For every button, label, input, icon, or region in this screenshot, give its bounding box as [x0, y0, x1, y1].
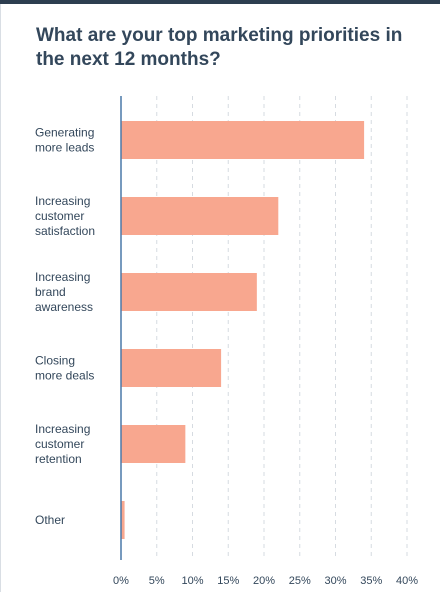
x-tick-label: 0%	[113, 575, 129, 587]
x-tick-label: 30%	[324, 575, 346, 587]
top-bar	[0, 0, 440, 4]
x-tick-label: 15%	[217, 575, 239, 587]
bar	[121, 121, 365, 159]
x-tick-label: 20%	[253, 575, 275, 587]
bar	[121, 349, 222, 387]
x-tick-label: 25%	[289, 575, 311, 587]
category-label: Increasing brand awareness	[35, 270, 93, 314]
x-tick-label: 40%	[396, 575, 418, 587]
bar	[121, 425, 186, 463]
category-label: Other	[35, 513, 65, 527]
category-label: Closing more deals	[35, 354, 94, 383]
x-tick-label: 10%	[181, 575, 203, 587]
x-tick-label: 5%	[149, 575, 165, 587]
category-label: Increasing customer retention	[35, 422, 90, 466]
bar	[121, 273, 257, 311]
bar	[121, 197, 279, 235]
bar	[121, 501, 125, 539]
chart-title: What are your top marketing priorities i…	[36, 25, 403, 70]
left-border	[0, 4, 1, 592]
x-tick-label: 35%	[360, 575, 382, 587]
category-label: Increasing customer satisfaction	[35, 194, 95, 238]
category-label: Generating more leads	[35, 126, 94, 155]
